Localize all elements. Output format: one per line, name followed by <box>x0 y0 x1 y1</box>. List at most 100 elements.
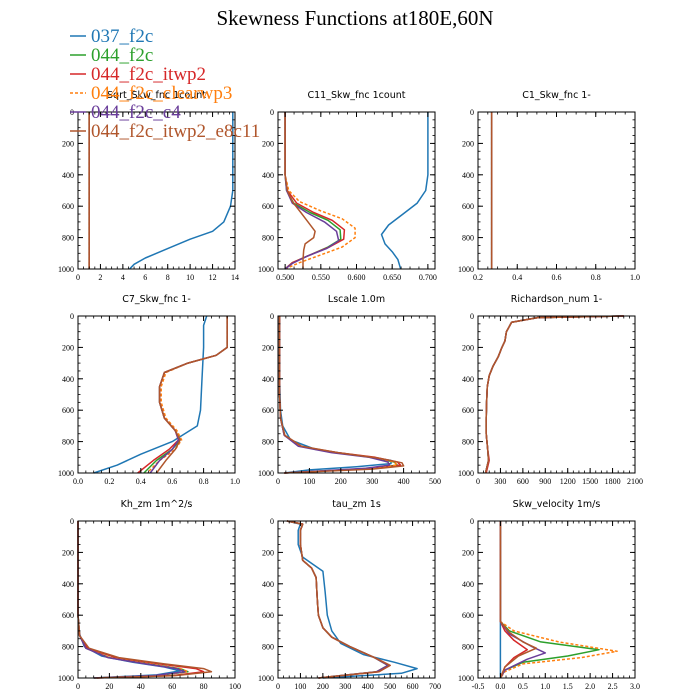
series-group <box>77 521 213 679</box>
x-tick-label: 14 <box>231 273 239 282</box>
x-tick-label: 0.0 <box>495 682 505 691</box>
y-tick-label: 800 <box>262 438 274 447</box>
x-tick-label: 0.5 <box>518 682 528 691</box>
series-line <box>77 521 186 679</box>
legend-label: 044_f2c_clearwp3 <box>91 83 232 104</box>
panel-1: Sqrt_Skw_fnc 1count020040060080010000246… <box>58 90 239 282</box>
plot-frame <box>477 520 636 679</box>
x-tick-label: 0.4 <box>512 273 522 282</box>
y-tick-label: 800 <box>462 438 474 447</box>
panel-9: Skw_velocity 1m/s 0 200 400 600 800 1000-0.5 0.… <box>458 499 640 691</box>
y-tick-label: 0 <box>470 517 474 526</box>
series-line <box>284 112 340 270</box>
y-tick-label: 600 <box>462 611 474 620</box>
x-tick-label: 400 <box>398 477 410 486</box>
series-line <box>278 316 405 474</box>
y-tick-label: 200 <box>62 343 74 352</box>
series-line <box>484 315 624 474</box>
panel-title: C11_Skw_fnc 1count <box>308 90 406 101</box>
legend-item: 044_f2c <box>70 45 153 66</box>
y-tick-label: 1000 <box>458 469 474 478</box>
x-tick-label: 0.8 <box>199 477 209 486</box>
series-line <box>499 521 538 679</box>
series-line <box>484 315 624 474</box>
x-tick-label: 0.2 <box>104 477 114 486</box>
y-tick-label: 1000 <box>258 674 274 683</box>
y-tick-label: 200 <box>262 139 274 148</box>
panel-2: C11_Skw_fnc 1count 0 200 400 600 800 10000.500… <box>258 90 437 282</box>
x-tick-label: 1.0 <box>630 273 640 282</box>
y-tick-label: 600 <box>62 406 74 415</box>
y-tick-label: 400 <box>262 171 274 180</box>
x-tick-label: 1200 <box>560 477 576 486</box>
y-tick-label: 0 <box>70 312 74 321</box>
x-tick-label: 2.5 <box>608 682 618 691</box>
plot-frame <box>277 520 436 679</box>
y-tick-label: 200 <box>62 548 74 557</box>
y-tick-label: 600 <box>462 202 474 211</box>
x-tick-label: 100 <box>229 682 241 691</box>
y-tick-label: 800 <box>462 234 474 243</box>
y-tick-label: 600 <box>62 611 74 620</box>
series-line <box>286 520 389 679</box>
x-tick-label: 1.0 <box>540 682 550 691</box>
x-tick-label: 600 <box>407 682 419 691</box>
x-tick-label: 6 <box>143 273 147 282</box>
y-tick-label: 200 <box>462 343 474 352</box>
x-tick-label: 2 <box>98 273 102 282</box>
panel-title: Richardson_num 1- <box>511 294 602 305</box>
x-tick-label: 200 <box>317 682 329 691</box>
y-tick-label: 600 <box>62 202 74 211</box>
y-tick-label: 0 <box>70 517 74 526</box>
y-tick-label: 200 <box>62 139 74 148</box>
series-line <box>286 520 389 679</box>
series-line <box>286 520 418 679</box>
y-tick-label: 1000 <box>458 265 474 274</box>
y-tick-label: 1000 <box>58 265 74 274</box>
panel-title: C7_Skw_fnc 1- <box>122 294 191 305</box>
x-tick-label: 500 <box>384 682 396 691</box>
series-line <box>286 520 391 679</box>
series-line <box>77 521 181 679</box>
x-tick-label: 900 <box>539 477 551 486</box>
legend-label: 044_f2c_c4 <box>91 102 181 123</box>
y-tick-label: 400 <box>262 375 274 384</box>
x-tick-label: 0.8 <box>591 273 601 282</box>
x-tick-label: 2.0 <box>585 682 595 691</box>
series-line <box>278 316 402 474</box>
y-tick-label: 1000 <box>58 469 74 478</box>
x-tick-label: 300 <box>494 477 506 486</box>
y-tick-label: 1000 <box>58 674 74 683</box>
x-tick-label: 300 <box>339 682 351 691</box>
x-tick-label: 20 <box>105 682 113 691</box>
x-tick-label: 3.0 <box>630 682 640 691</box>
series-group <box>286 520 418 679</box>
series-group <box>278 316 405 474</box>
legend-item: 037_f2c <box>70 26 153 47</box>
series-line <box>484 315 624 474</box>
x-tick-label: 500 <box>429 477 441 486</box>
x-tick-label: 1.5 <box>563 682 573 691</box>
y-tick-label: 400 <box>262 580 274 589</box>
x-tick-label: 0 <box>276 682 280 691</box>
plot-frame <box>77 315 236 474</box>
series-line <box>484 315 624 474</box>
series-group <box>499 521 618 679</box>
series-group <box>93 315 228 474</box>
x-tick-label: 0.4 <box>136 477 146 486</box>
series-line <box>499 521 618 679</box>
figure-title: Skewness Functions at180E,60N <box>216 6 493 30</box>
y-tick-label: 400 <box>62 580 74 589</box>
x-tick-label: 40 <box>137 682 145 691</box>
series-line <box>284 112 346 270</box>
x-tick-label: 0.600 <box>348 273 366 282</box>
series-line <box>484 315 624 474</box>
y-tick-label: 800 <box>262 643 274 652</box>
x-tick-label: 0 <box>276 477 280 486</box>
series-line <box>286 520 389 679</box>
y-tick-label: 1000 <box>258 265 274 274</box>
